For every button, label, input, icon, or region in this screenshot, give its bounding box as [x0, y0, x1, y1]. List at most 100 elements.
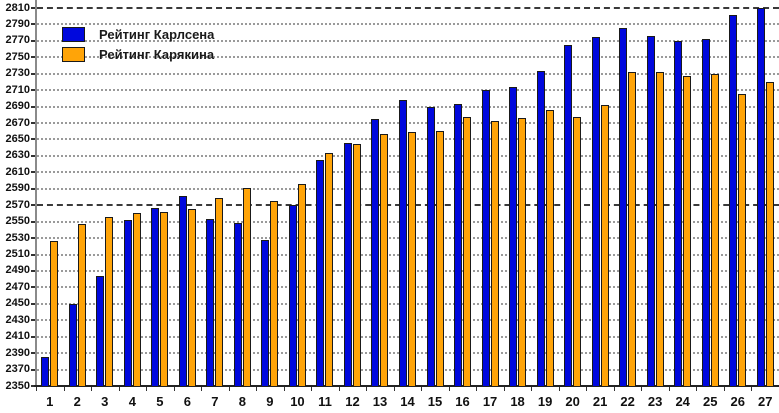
karjakin-bar — [132, 213, 141, 386]
x-axis-tick — [586, 387, 588, 391]
karjakin-bar — [50, 240, 59, 386]
carlsen-bar — [426, 106, 435, 386]
legend-item-karjakin: Рейтинг Карякина — [62, 46, 214, 63]
y-tick-label: 2450 — [5, 297, 30, 310]
y-tick-label: 2690 — [5, 100, 30, 113]
y-axis-tick — [31, 105, 36, 108]
x-axis-tick — [558, 387, 560, 391]
y-axis-tick — [31, 385, 36, 387]
x-axis-tick — [393, 387, 395, 391]
y-axis-tick — [31, 122, 36, 125]
y-tick-label: 2590 — [5, 182, 30, 195]
y-axis-tick — [31, 302, 36, 305]
carlsen-bar — [96, 275, 105, 386]
karjakin-bar — [573, 117, 582, 386]
x-tick-label: 5 — [156, 394, 164, 409]
x-axis-tick — [448, 387, 450, 391]
karjakin-bar — [160, 211, 169, 386]
carlsen-bar — [701, 39, 710, 386]
karjakin-bar — [683, 76, 692, 386]
carlsen-bar — [646, 35, 655, 386]
karjakin-bar — [655, 72, 664, 386]
carlsen-bar — [68, 303, 77, 386]
x-tick-label: 19 — [537, 394, 553, 409]
gridline — [37, 105, 779, 108]
carlsen-bar — [619, 27, 628, 386]
gridline — [37, 89, 779, 92]
x-axis-tick — [118, 387, 120, 391]
y-tick-label: 2650 — [5, 132, 30, 145]
x-tick-label: 14 — [400, 394, 415, 409]
y-axis-tick — [31, 319, 36, 322]
x-axis-tick — [338, 387, 340, 391]
y-tick-label: 2770 — [5, 34, 30, 47]
x-tick-label: 16 — [455, 394, 470, 409]
karjakin-bar — [738, 94, 747, 386]
x-axis-tick — [311, 387, 313, 391]
x-axis-tick — [146, 387, 148, 391]
x-tick-label: 7 — [211, 394, 219, 409]
karjakin-bar — [380, 133, 389, 386]
carlsen-bar — [151, 207, 160, 386]
carlsen-bar — [371, 118, 380, 386]
carlsen-bar — [316, 160, 325, 386]
x-axis-tick — [91, 387, 93, 391]
karjakin-bar — [628, 72, 637, 386]
x-tick-label: 22 — [620, 394, 635, 409]
y-axis-tick — [31, 171, 36, 174]
karjakin-bar — [352, 144, 361, 386]
y-tick-label: 2610 — [5, 165, 30, 178]
y-axis-tick — [31, 72, 36, 75]
x-tick-label: 23 — [647, 394, 663, 409]
y-axis-tick — [31, 23, 36, 26]
gridline — [37, 23, 779, 26]
karjakin-bar — [105, 216, 114, 386]
carlsen-series-swatch — [62, 27, 85, 42]
karjakin-bar — [408, 132, 416, 386]
x-tick-label: 18 — [510, 394, 525, 409]
y-axis — [35, 0, 37, 386]
gridline — [37, 56, 779, 59]
y-axis-tick — [31, 187, 36, 190]
x-axis-tick — [723, 387, 725, 391]
carlsen-bar — [261, 239, 270, 386]
carlsen-bar — [343, 142, 352, 386]
y-axis-tick — [31, 89, 36, 92]
x-axis-tick — [201, 387, 203, 391]
x-tick-label: 13 — [372, 394, 388, 409]
x-tick-label: 2 — [73, 394, 81, 409]
y-tick-label: 2730 — [5, 67, 30, 80]
x-tick-label: 25 — [702, 394, 718, 409]
carlsen-bar — [399, 100, 407, 386]
x-axis-tick — [173, 387, 175, 391]
karjakin-bar — [518, 118, 527, 386]
x-axis-tick — [63, 387, 65, 391]
x-tick-label: 10 — [290, 394, 305, 409]
x-axis-tick — [228, 387, 230, 391]
x-axis-tick — [751, 387, 753, 391]
y-axis-tick — [31, 368, 36, 371]
y-axis-tick — [31, 253, 36, 256]
x-axis-tick — [531, 387, 533, 391]
x-tick-label: 21 — [592, 394, 608, 409]
carlsen-bar — [288, 205, 297, 386]
y-tick-label: 2750 — [5, 50, 30, 63]
y-axis-tick — [31, 7, 36, 9]
x-axis-tick — [696, 387, 698, 391]
x-axis-tick — [421, 387, 423, 391]
x-tick-label: 20 — [565, 394, 580, 409]
karjakin-bar — [545, 109, 554, 386]
carlsen-bar — [481, 90, 490, 386]
x-tick-label: 26 — [730, 394, 745, 409]
karjakin-bar — [490, 121, 499, 386]
carlsen-bar — [756, 8, 765, 386]
carlsen-bar — [41, 357, 50, 386]
karjakin-bar — [297, 183, 306, 386]
y-axis-tick — [31, 269, 36, 272]
x-axis-tick — [256, 387, 258, 391]
y-axis-tick — [31, 237, 36, 240]
y-tick-label: 2490 — [5, 264, 30, 277]
x-tick-label: 12 — [345, 394, 360, 409]
karjakin-series-swatch — [62, 47, 85, 62]
